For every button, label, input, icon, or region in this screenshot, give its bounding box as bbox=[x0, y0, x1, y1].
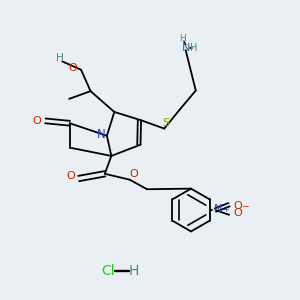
Text: O: O bbox=[68, 63, 77, 73]
Text: Cl: Cl bbox=[102, 264, 115, 278]
Text: H: H bbox=[129, 264, 139, 278]
Text: −: − bbox=[242, 202, 249, 211]
Text: N: N bbox=[97, 128, 105, 141]
Text: H: H bbox=[179, 34, 186, 43]
Text: +: + bbox=[222, 205, 229, 214]
Text: H: H bbox=[190, 43, 197, 53]
Text: O: O bbox=[32, 116, 41, 126]
Text: S: S bbox=[162, 118, 169, 128]
Text: O: O bbox=[233, 201, 242, 211]
Text: O: O bbox=[66, 171, 75, 181]
Text: N: N bbox=[182, 43, 190, 53]
Text: N: N bbox=[214, 204, 223, 214]
Text: H: H bbox=[56, 53, 64, 64]
Text: O: O bbox=[129, 169, 138, 179]
Text: O: O bbox=[233, 208, 242, 218]
